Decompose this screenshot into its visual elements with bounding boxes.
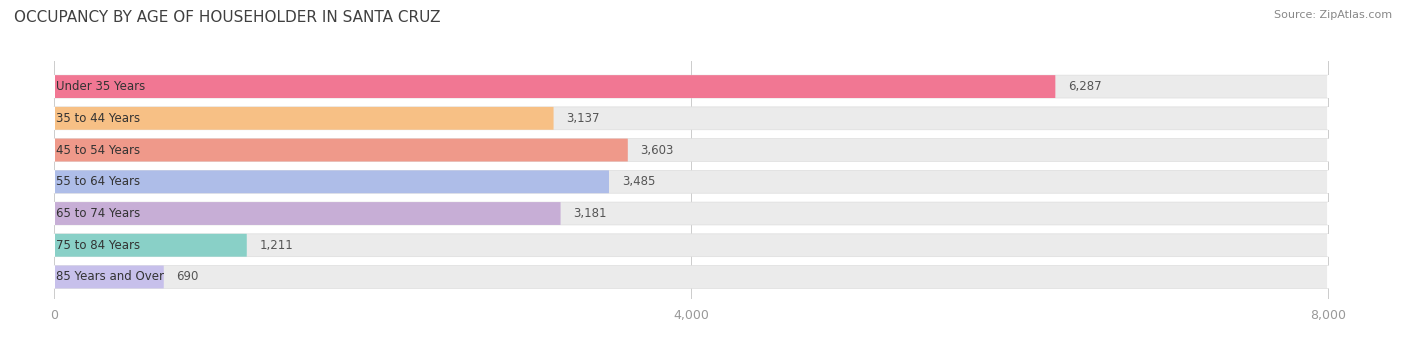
FancyBboxPatch shape [53, 202, 561, 225]
Text: 75 to 84 Years: 75 to 84 Years [56, 239, 141, 252]
Text: 3,181: 3,181 [574, 207, 607, 220]
Text: OCCUPANCY BY AGE OF HOUSEHOLDER IN SANTA CRUZ: OCCUPANCY BY AGE OF HOUSEHOLDER IN SANTA… [14, 10, 440, 25]
Text: Under 35 Years: Under 35 Years [56, 80, 146, 93]
FancyBboxPatch shape [53, 266, 1329, 288]
FancyBboxPatch shape [53, 234, 1329, 257]
Text: 690: 690 [177, 271, 198, 284]
Text: 85 Years and Over: 85 Years and Over [56, 271, 165, 284]
Text: 35 to 44 Years: 35 to 44 Years [56, 112, 141, 125]
FancyBboxPatch shape [53, 139, 628, 162]
FancyBboxPatch shape [53, 107, 1329, 130]
FancyBboxPatch shape [53, 202, 1329, 225]
FancyBboxPatch shape [53, 170, 1329, 193]
FancyBboxPatch shape [53, 75, 1329, 98]
Text: 3,137: 3,137 [567, 112, 600, 125]
Text: 3,603: 3,603 [641, 143, 673, 156]
FancyBboxPatch shape [53, 234, 247, 257]
Text: 3,485: 3,485 [621, 175, 655, 188]
Text: 55 to 64 Years: 55 to 64 Years [56, 175, 141, 188]
Text: 1,211: 1,211 [260, 239, 294, 252]
FancyBboxPatch shape [53, 75, 1056, 98]
FancyBboxPatch shape [53, 170, 609, 193]
FancyBboxPatch shape [53, 139, 1329, 162]
FancyBboxPatch shape [53, 266, 163, 288]
Text: 45 to 54 Years: 45 to 54 Years [56, 143, 141, 156]
Text: 6,287: 6,287 [1069, 80, 1102, 93]
FancyBboxPatch shape [53, 107, 554, 130]
Text: 65 to 74 Years: 65 to 74 Years [56, 207, 141, 220]
Text: Source: ZipAtlas.com: Source: ZipAtlas.com [1274, 10, 1392, 20]
